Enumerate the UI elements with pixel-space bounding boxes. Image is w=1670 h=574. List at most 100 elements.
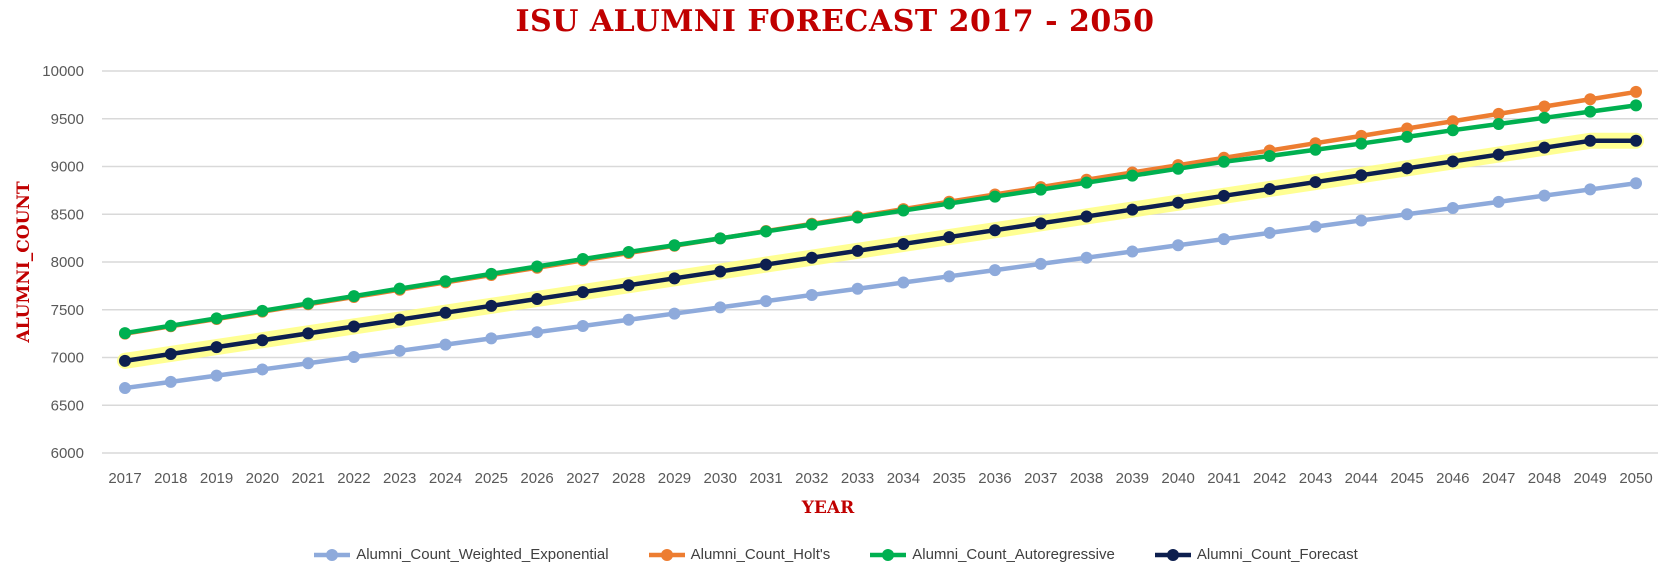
data-point: [1584, 93, 1597, 106]
x-tick-label: 2022: [337, 470, 370, 487]
data-point: [119, 382, 131, 395]
legend-item: Alumni_Count_Autoregressive: [868, 546, 1115, 563]
x-axis-ticks: 2017 2018 2019 2020 2021 2022 2023 2024 2025 2026…: [108, 470, 1652, 487]
data-point: [576, 253, 589, 266]
data-point: [760, 258, 773, 271]
x-tick-label: 2018: [154, 470, 187, 487]
data-point: [1630, 85, 1642, 98]
data-point: [988, 224, 1001, 237]
data-point: [1263, 226, 1276, 239]
chart-title: ISU ALUMNI FORECAST 2017 - 2050: [515, 4, 1155, 39]
data-point: [531, 326, 544, 339]
data-point: [851, 244, 864, 257]
data-point: [1630, 99, 1642, 112]
x-tick-label: 2030: [704, 470, 737, 487]
x-tick-label: 2027: [566, 470, 599, 487]
data-point: [393, 282, 406, 295]
y-tick-label: 9000: [51, 159, 84, 176]
data-point: [668, 272, 681, 285]
x-tick-label: 2048: [1528, 470, 1561, 487]
legend-swatch: [1154, 548, 1191, 561]
x-tick-label: 2034: [887, 470, 920, 487]
y-axis-title: ALUMNI_COUNT: [14, 181, 34, 344]
data-point: [1355, 137, 1368, 150]
data-point: [1630, 134, 1642, 147]
data-point: [1584, 183, 1597, 196]
data-point: [1355, 169, 1368, 182]
data-point: [714, 301, 727, 314]
legend-marker: [660, 548, 673, 561]
data-point: [256, 363, 269, 376]
legend: Alumni_Count_Weighted_Exponential Alumni_…: [0, 546, 1670, 563]
y-tick-label: 7500: [51, 302, 84, 319]
data-point: [302, 357, 315, 370]
data-point: [1584, 134, 1597, 147]
series-line: [124, 180, 1637, 391]
x-tick-label: 2020: [246, 470, 279, 487]
data-point: [531, 292, 544, 305]
data-point: [897, 237, 910, 250]
data-point: [943, 270, 956, 283]
data-point: [1034, 217, 1047, 230]
data-point: [393, 313, 406, 326]
y-tick-label: 9500: [51, 111, 84, 128]
legend-swatch: [870, 548, 907, 561]
x-tick-label: 2037: [1024, 470, 1057, 487]
data-point: [714, 265, 727, 278]
x-tick-label: 2021: [291, 470, 324, 487]
data-point: [347, 290, 360, 303]
data-point: [393, 344, 406, 357]
x-tick-label: 2025: [475, 470, 508, 487]
y-tick-label: 6500: [51, 397, 84, 414]
data-point: [1126, 169, 1139, 182]
data-point: [439, 338, 452, 351]
series-3: [117, 132, 1644, 369]
data-point: [1080, 210, 1093, 223]
data-point: [622, 313, 635, 326]
data-point: [1172, 196, 1185, 209]
y-tick-label: 10000: [42, 63, 84, 80]
data-point: [622, 245, 635, 258]
data-point: [210, 369, 223, 382]
x-tick-label: 2039: [1116, 470, 1149, 487]
x-tick-label: 2024: [429, 470, 462, 487]
x-tick-label: 2043: [1299, 470, 1332, 487]
data-point: [1538, 111, 1551, 124]
legend-label: Alumni_Count_Weighted_Exponential: [356, 546, 609, 563]
x-tick-label: 2049: [1574, 470, 1607, 487]
data-point: [1309, 220, 1322, 233]
data-point: [1630, 177, 1642, 190]
data-point: [1263, 149, 1276, 162]
series-line: [124, 138, 1637, 364]
x-tick-label: 2019: [200, 470, 233, 487]
legend-label: Alumni_Count_Forecast: [1196, 546, 1358, 563]
x-tick-label: 2042: [1253, 470, 1286, 487]
x-tick-label: 2017: [108, 470, 141, 487]
legend-marker: [326, 548, 339, 561]
data-point: [897, 204, 910, 217]
data-point: [1446, 155, 1459, 168]
data-point: [943, 231, 956, 244]
legend-item: Alumni_Count_Holt's: [647, 546, 830, 563]
data-point: [302, 297, 315, 310]
data-point: [1538, 189, 1551, 202]
data-point: [1492, 107, 1505, 120]
data-point: [302, 327, 315, 340]
data-point: [805, 251, 818, 264]
data-point: [439, 275, 452, 288]
data-point: [988, 190, 1001, 203]
data-point: [1309, 176, 1322, 189]
data-point: [485, 267, 498, 280]
y-axis-ticks: 6000 6500 7000 7500 8000 8500 9000 9500 10000: [42, 63, 84, 462]
y-tick-label: 8500: [51, 206, 84, 223]
x-tick-label: 2032: [795, 470, 828, 487]
data-point: [1080, 251, 1093, 264]
data-point: [943, 197, 956, 210]
data-point: [1401, 208, 1414, 221]
data-point: [1446, 124, 1459, 137]
data-point: [1401, 130, 1414, 143]
data-point: [1217, 189, 1230, 202]
legend-marker: [1166, 548, 1179, 561]
data-point: [1126, 203, 1139, 216]
data-point: [1080, 176, 1093, 189]
